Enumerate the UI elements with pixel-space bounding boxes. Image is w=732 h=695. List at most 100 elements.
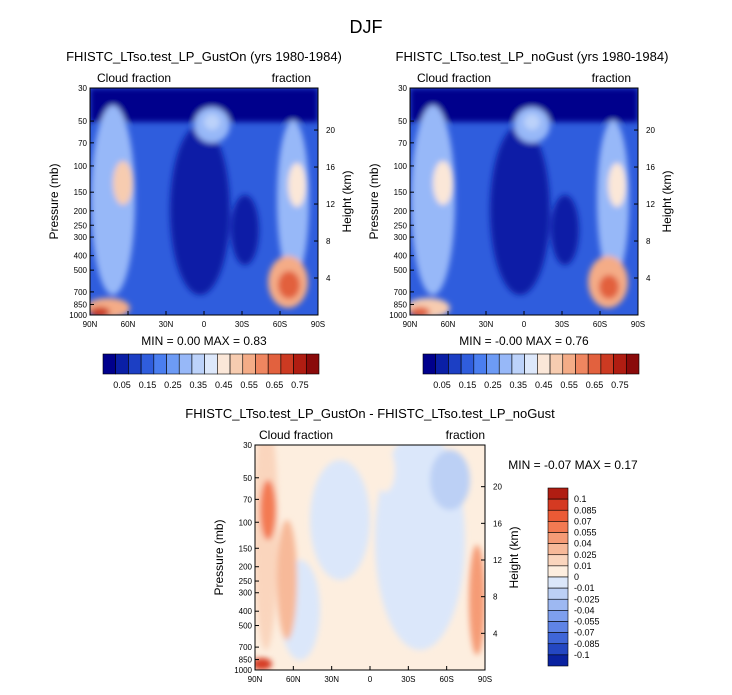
y-axis-label: Pressure (mb): [367, 163, 381, 239]
colorbar-label: 0.65: [586, 380, 604, 390]
height-tick-label: 20: [493, 483, 502, 492]
lat-tick-label: 30N: [159, 320, 174, 329]
colorbar-swatch: [549, 353, 564, 375]
height-tick-label: 8: [646, 237, 651, 246]
panel-axes: 3050701001502002503004005007008501000201…: [367, 84, 674, 329]
pressure-tick-label: 100: [239, 518, 253, 527]
colorbar-swatch: [178, 353, 193, 375]
pressure-tick-label: 300: [394, 233, 408, 242]
colorbar-swatch: [422, 353, 437, 375]
pressure-tick-label: 30: [243, 441, 252, 450]
pressure-tick-label: 70: [243, 495, 252, 504]
pressure-tick-label: 30: [398, 84, 407, 93]
colorbar-label: 0.75: [611, 380, 629, 390]
panel-axes: 3050701001502002503004005007008501000201…: [212, 441, 521, 684]
pressure-tick-label: 200: [74, 207, 88, 216]
colorbar-label: 0.025: [574, 550, 597, 560]
panel-difference: FHISTC_LTso.test_LP_GustOn - FHISTC_LTso…: [185, 406, 638, 684]
lat-tick-label: 60N: [121, 320, 136, 329]
pressure-tick-label: 700: [74, 288, 88, 297]
colorbar-label: 0.15: [459, 380, 477, 390]
height-tick-label: 8: [493, 593, 498, 602]
colorbar-swatch: [625, 353, 640, 375]
colorbar-swatch: [242, 353, 256, 375]
colorbar-swatch: [255, 353, 269, 375]
height-tick-label: 4: [326, 274, 331, 283]
colorbar-swatch: [166, 353, 180, 375]
colorbar-label: 0.1: [574, 494, 587, 504]
lat-tick-label: 90N: [83, 320, 98, 329]
colorbar-label: 0.35: [190, 380, 208, 390]
colorbar-swatch: [547, 543, 569, 556]
colorbar-label: 0.05: [113, 380, 131, 390]
colorbar-swatch: [547, 576, 569, 589]
colorbar-swatch: [511, 353, 525, 375]
contour-field: [90, 88, 318, 315]
colorbar-swatch: [613, 353, 627, 375]
colorbar-swatch: [547, 643, 569, 656]
pressure-tick-label: 50: [243, 474, 252, 483]
pressure-tick-label: 250: [74, 221, 88, 230]
colorbar-label: 0.45: [535, 380, 553, 390]
left-label: Cloud fraction: [97, 71, 171, 85]
panel-title: FHISTC_LTso.test_LP_GustOn (yrs 1980-198…: [66, 49, 342, 64]
lat-tick-label: 90N: [403, 320, 418, 329]
colorbar-label: 0.65: [266, 380, 284, 390]
pressure-tick-label: 250: [239, 577, 253, 586]
pressure-tick-label: 500: [74, 266, 88, 275]
height-tick-label: 4: [493, 629, 498, 638]
colorbar-swatch: [204, 353, 218, 375]
y2-axis-label: Height (km): [660, 170, 674, 232]
height-tick-label: 16: [646, 163, 655, 172]
colorbar-swatch: [547, 598, 569, 611]
lat-tick-label: 60S: [440, 675, 454, 684]
height-tick-label: 16: [493, 519, 502, 528]
colorbar-swatch: [547, 532, 569, 544]
pressure-tick-label: 700: [394, 288, 408, 297]
pressure-tick-label: 700: [239, 643, 253, 652]
height-tick-label: 8: [326, 237, 331, 246]
colorbar-swatch: [153, 353, 167, 375]
pressure-tick-label: 150: [394, 188, 408, 197]
lat-tick-label: 0: [202, 320, 207, 329]
lat-tick-label: 30N: [324, 675, 339, 684]
y2-axis-label: Height (km): [340, 170, 354, 232]
colorbar-swatch: [547, 498, 569, 511]
lat-tick-label: 30S: [235, 320, 249, 329]
pressure-tick-label: 70: [78, 139, 87, 148]
pressure-tick-label: 1000: [69, 311, 87, 320]
panel-axes: 3050701001502002503004005007008501000201…: [47, 84, 354, 329]
colorbar-swatch: [217, 353, 231, 375]
height-tick-label: 12: [646, 200, 655, 209]
colorbar-label: 0.55: [240, 380, 258, 390]
colorbar-label: 0.05: [433, 380, 451, 390]
pressure-tick-label: 400: [394, 252, 408, 261]
left-label: Cloud fraction: [259, 428, 333, 442]
panel-no-gust: FHISTC_LTso.test_LP_noGust (yrs 1980-198…: [367, 49, 674, 348]
colorbar-swatch: [267, 353, 282, 375]
colorbar-absolute-right: 0.05 0.15 0.25 0.35 0.45 0.55 0.65 0.75: [422, 353, 640, 390]
colorbar-label: -0.085: [574, 639, 600, 649]
lat-tick-label: 90S: [311, 320, 325, 329]
colorbar-label: 0.35: [510, 380, 528, 390]
colorbar-difference: 0.10.0850.070.0550.040.0250.010-0.01-0.0…: [547, 487, 600, 667]
colorbar-label: 0.45: [215, 380, 233, 390]
colorbar-label: 0: [574, 572, 579, 582]
panel-stats: MIN = -0.07 MAX = 0.17: [508, 458, 638, 472]
height-tick-label: 12: [493, 556, 502, 565]
colorbar-swatch: [498, 353, 513, 375]
lat-tick-label: 0: [522, 320, 527, 329]
colorbar-label: 0.55: [560, 380, 578, 390]
pressure-tick-label: 500: [394, 266, 408, 275]
colorbar-swatch: [547, 632, 569, 645]
colorbar-swatch: [293, 353, 307, 375]
pressure-tick-label: 150: [239, 544, 253, 553]
colorbar-label: -0.04: [574, 605, 595, 615]
colorbar-label: 0.07: [574, 516, 592, 526]
colorbar-label: -0.025: [574, 594, 600, 604]
lat-tick-label: 60N: [441, 320, 456, 329]
lat-tick-label: 60S: [593, 320, 607, 329]
colorbar-absolute-left: 0.05 0.15 0.25 0.35 0.45 0.55 0.65 0.75: [102, 353, 320, 390]
colorbar-swatch: [128, 353, 142, 375]
colorbar-label: 0.01: [574, 561, 592, 571]
